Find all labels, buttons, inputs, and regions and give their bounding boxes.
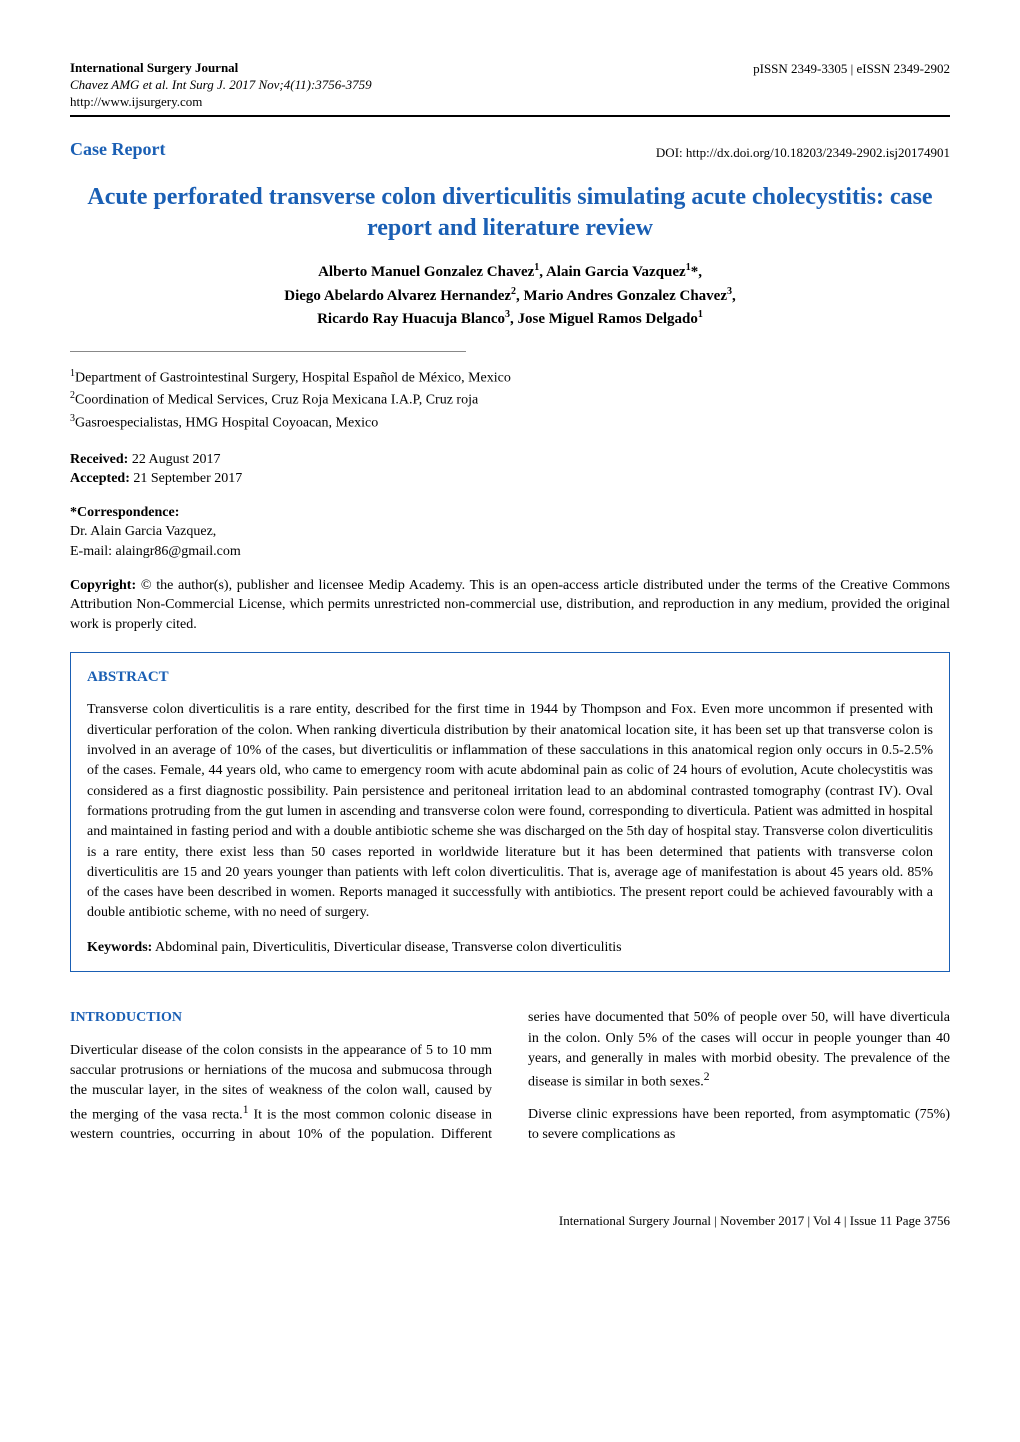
affiliations: 1Department of Gastrointestinal Surgery,… (70, 366, 950, 434)
title-doi-row: Case Report DOI: http://dx.doi.org/10.18… (70, 137, 950, 168)
author-6-sup: 1 (698, 309, 703, 320)
intro-para-2: Diverse clinic expressions have been rep… (528, 1105, 950, 1146)
accepted-value: 21 September 2017 (130, 471, 242, 486)
affiliation-1: 1Department of Gastrointestinal Surgery,… (70, 366, 950, 389)
intro-para-1-sup2: 2 (704, 1070, 710, 1083)
issn-line: pISSN 2349-3305 | eISSN 2349-2902 (753, 60, 950, 78)
keywords-label: Keywords: (87, 940, 152, 955)
accepted-label: Accepted: (70, 471, 130, 486)
authors: Alberto Manuel Gonzalez Chavez 1 , Alain G… (70, 260, 950, 331)
copyright-block: Copyright: © the author(s), publisher an… (70, 576, 950, 635)
article-type-label: Case Report (70, 137, 165, 162)
accepted-line: Accepted: 21 September 2017 (70, 469, 950, 489)
copyright-text: © the author(s), publisher and licensee … (70, 578, 950, 632)
abstract-text: Transverse colon diverticulitis is a rar… (87, 700, 933, 923)
author-2: , Alain Garcia Vazquez (539, 264, 685, 280)
introduction-heading: INTRODUCTION (70, 1008, 492, 1028)
author-star: *, (691, 264, 702, 280)
affiliation-3: 3Gasroespecialistas, HMG Hospital Coyoac… (70, 411, 950, 434)
header-right: pISSN 2349-3305 | eISSN 2349-2902 (753, 60, 950, 78)
author-6: , Jose Miguel Ramos Delgado (510, 311, 698, 327)
author-1: Alberto Manuel Gonzalez Chavez (318, 264, 534, 280)
author-comma2: , (732, 288, 736, 304)
received-value: 22 August 2017 (128, 452, 220, 467)
abstract-box: ABSTRACT Transverse colon diverticulitis… (70, 652, 950, 972)
header-block: International Surgery Journal Chavez AMG… (70, 60, 950, 117)
author-divider (70, 351, 466, 352)
received-label: Received: (70, 452, 128, 467)
keywords-text: Abdominal pain, Diverticulitis, Divertic… (152, 940, 621, 955)
affiliation-2: 2Coordination of Medical Services, Cruz … (70, 388, 950, 411)
copyright-label: Copyright: (70, 578, 136, 593)
author-3: Diego Abelardo Alvarez Hernandez (284, 288, 511, 304)
header-left: International Surgery Journal Chavez AMG… (70, 60, 372, 111)
received-line: Received: 22 August 2017 (70, 450, 950, 470)
keywords-line: Keywords: Abdominal pain, Diverticulitis… (87, 938, 933, 958)
correspondence-block: *Correspondence: Dr. Alain Garcia Vazque… (70, 503, 950, 562)
affiliation-3-text: Gasroespecialistas, HMG Hospital Coyoaca… (75, 416, 378, 431)
body-columns: INTRODUCTION Diverticular disease of the… (70, 1008, 950, 1151)
abstract-heading: ABSTRACT (87, 667, 933, 688)
website-line: http://www.ijsurgery.com (70, 94, 372, 111)
journal-name: International Surgery Journal (70, 60, 372, 77)
correspondence-email: E-mail: alaingr86@gmail.com (70, 542, 950, 562)
correspondence-name: Dr. Alain Garcia Vazquez, (70, 522, 950, 542)
citation-line: Chavez AMG et al. Int Surg J. 2017 Nov;4… (70, 77, 372, 94)
dates-block: Received: 22 August 2017 Accepted: 21 Se… (70, 450, 950, 489)
doi-line: DOI: http://dx.doi.org/10.18203/2349-290… (656, 144, 950, 162)
affiliation-2-text: Coordination of Medical Services, Cruz R… (75, 393, 478, 408)
author-5: Ricardo Ray Huacuja Blanco (317, 311, 505, 327)
article-title: Acute perforated transverse colon divert… (70, 182, 950, 244)
correspondence-label: *Correspondence: (70, 503, 950, 523)
author-4: , Mario Andres Gonzalez Chavez (516, 288, 727, 304)
affiliation-1-text: Department of Gastrointestinal Surgery, … (75, 370, 511, 385)
page-footer: International Surgery Journal | November… (70, 1212, 950, 1230)
